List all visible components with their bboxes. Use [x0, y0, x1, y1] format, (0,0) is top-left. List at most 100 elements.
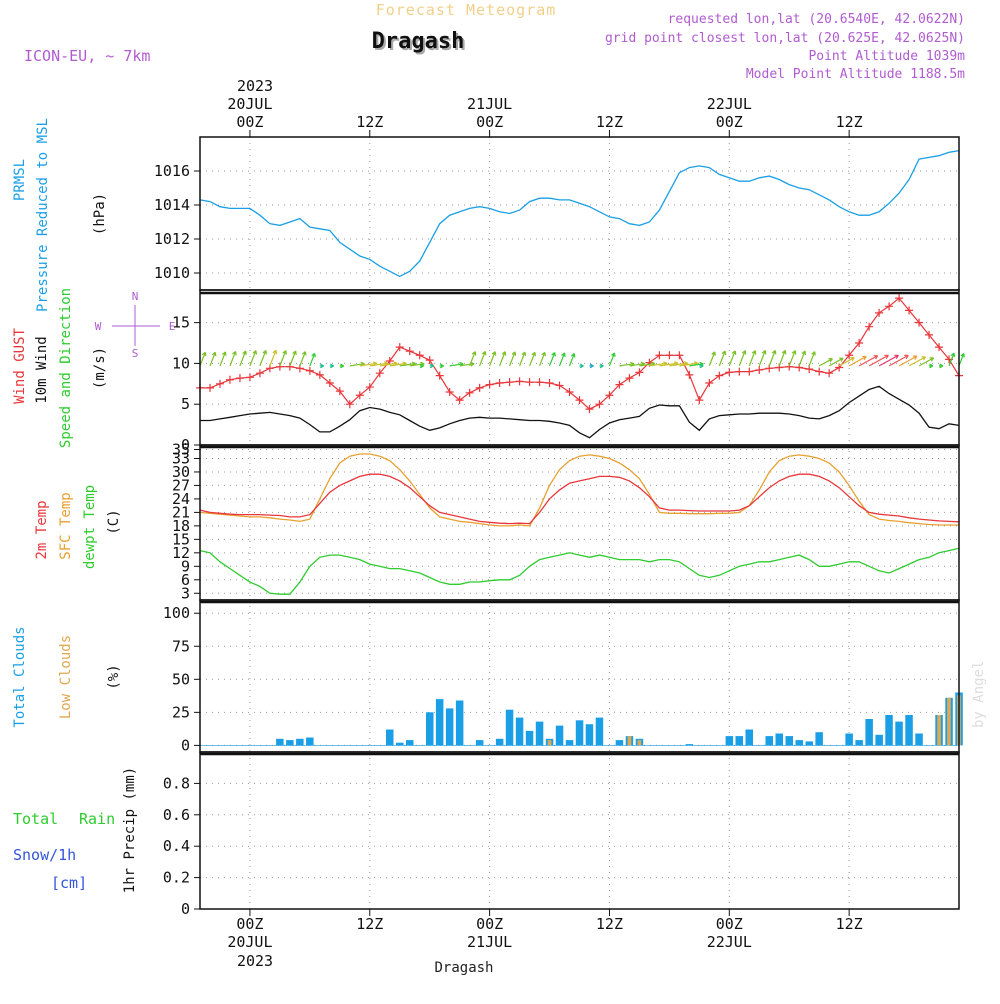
gust-marker: [825, 369, 834, 378]
compass-n: N: [132, 290, 139, 303]
total-cloud-bar: [815, 732, 823, 746]
gust-marker: [805, 365, 814, 374]
gust-marker: [375, 369, 384, 378]
gust-marker: [875, 308, 884, 317]
gust-marker: [785, 362, 794, 371]
total-cloud-bar: [445, 708, 454, 746]
wind-direction-arrows: [199, 349, 965, 369]
gust-marker: [585, 405, 594, 414]
wind-arrow: [289, 350, 297, 367]
wind-arrow: [239, 350, 247, 367]
top-hour-label: 00Z: [716, 113, 743, 131]
bottom-hour-label: 00Z: [236, 915, 263, 933]
wind-arrow: [419, 363, 424, 369]
ytick-label: 12: [172, 544, 190, 562]
pressure-grid: [194, 137, 959, 290]
gust-marker: [895, 294, 904, 303]
gust-marker: [715, 371, 724, 380]
top-date-label: 21JUL: [467, 95, 512, 113]
ytick-label: 9: [181, 557, 190, 575]
total-cloud-bar: [575, 720, 584, 746]
gust-marker: [505, 378, 514, 387]
wind-arrow: [519, 351, 527, 367]
gust-marker: [755, 365, 764, 374]
clouds-ytick-labels: 0 25 50 75 100: [163, 604, 190, 754]
bottom-hour-label: 12Z: [836, 915, 863, 933]
wind-arrow: [249, 350, 257, 367]
compass-s: S: [132, 347, 139, 360]
product-title: Forecast Meteogram: [376, 1, 557, 19]
ytick-label: 5: [181, 395, 190, 413]
gust-marker: [245, 373, 254, 382]
gust-marker: [935, 343, 944, 352]
wind-arrow: [589, 363, 594, 369]
ytick-label: 6: [181, 571, 190, 589]
ytick-label: 27: [172, 476, 190, 494]
wind-arrow: [309, 352, 316, 367]
total-cloud-bar: [875, 734, 883, 746]
total-cloud-bar: [865, 719, 873, 746]
wind-arrow: [728, 350, 737, 367]
wind-arrow: [718, 350, 727, 367]
top-hour-label: 12Z: [596, 113, 623, 131]
low-cloud-bar: [937, 715, 941, 746]
top-year-label: 2023: [237, 77, 273, 95]
gust-marker: [255, 369, 264, 378]
ytick-label: 75: [172, 637, 190, 655]
wind-arrow: [199, 351, 207, 367]
point-altitude: Point Altitude 1039m: [808, 49, 965, 64]
total-cloud-bar: [505, 709, 514, 746]
gust-marker: [535, 378, 544, 387]
precip-grid: [194, 752, 959, 910]
total-cloud-bar: [795, 740, 803, 746]
ytick-label: 1014: [154, 196, 190, 214]
wind-arrow: [699, 363, 704, 369]
gust-marker: [475, 383, 484, 392]
gust-marker: [925, 330, 934, 339]
gust-marker: [605, 391, 614, 400]
wind-arrow: [269, 349, 278, 367]
total-cloud-bar: [495, 738, 504, 746]
gust-marker: [915, 318, 924, 327]
low-cloud-bar: [547, 740, 552, 746]
total-cloud-bar: [276, 738, 284, 746]
cloud-bars: [200, 692, 963, 746]
ytick-label: 0.8: [163, 774, 190, 792]
gust-marker: [565, 387, 574, 396]
wind-arrow: [768, 349, 777, 367]
wind-speed-line: [200, 385, 960, 439]
ytick-label: 1012: [154, 230, 190, 248]
panel-frame: [199, 289, 960, 446]
wind-arrow: [738, 350, 747, 367]
total-cloud-bar: [885, 715, 893, 746]
total-cloud-bar: [525, 730, 534, 746]
wind-arrow: [439, 363, 444, 369]
ytick-label: 1010: [154, 264, 190, 282]
gust-marker: [635, 368, 644, 377]
gust-marker: [495, 379, 504, 387]
wind-unit: (m/s): [92, 347, 108, 389]
ytick-label: 10: [172, 354, 190, 372]
gust-marker: [545, 379, 554, 387]
total-cloud-bar: [555, 725, 564, 746]
total-cloud-bar: [805, 741, 813, 746]
gust-marker: [235, 374, 244, 383]
top-hour-label: 00Z: [236, 113, 263, 131]
ytick-label: 0: [181, 900, 190, 918]
station-title: Dragash: [372, 29, 465, 54]
ytick-label: 24: [172, 490, 190, 508]
wind-arrow: [788, 350, 797, 367]
temp-2m-line: [199, 473, 960, 525]
pressure-ytick-labels: 1010 1012 1014 1016: [154, 162, 190, 282]
gust-marker: [665, 351, 674, 360]
footer-station: Dragash: [434, 960, 493, 976]
gust-marker: [335, 387, 344, 396]
total-cloud-bar: [426, 712, 434, 746]
gust-marker: [455, 396, 464, 405]
wind-dir-label: Speed and Direction: [58, 288, 74, 448]
wind-arrow: [489, 351, 497, 367]
panel-frame: [199, 751, 960, 910]
gust-marker: [325, 379, 334, 387]
